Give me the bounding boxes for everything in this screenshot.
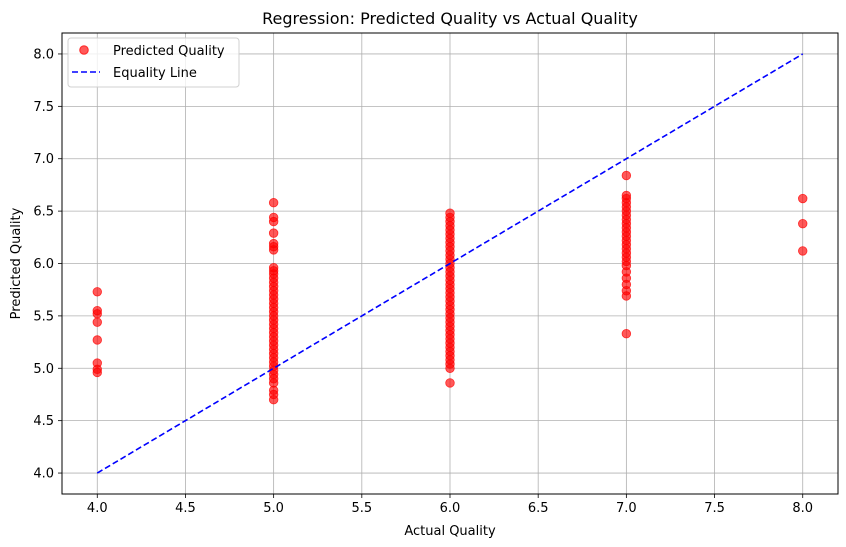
x-tick-label: 5.0 <box>263 501 284 516</box>
scatter-point <box>445 378 455 388</box>
y-tick-label: 4.0 <box>33 467 54 482</box>
scatter-point <box>268 395 279 405</box>
scatter-point <box>621 170 632 181</box>
scatter-point <box>92 335 102 345</box>
x-tick-label: 6.0 <box>440 501 461 516</box>
y-tick-label: 7.5 <box>33 100 54 115</box>
scatter-point <box>445 363 455 373</box>
scatter-point <box>268 216 279 227</box>
axis-ticks: 4.0 4.5 5.0 5.5 6.0 6.5 7.0 7.5 8.0 4.0 4.5 5.0 5.5 6… <box>33 47 813 516</box>
y-tick-label: 4.5 <box>33 414 54 429</box>
legend-label-predicted-quality: Predicted Quality <box>113 44 225 59</box>
scatter-point <box>621 291 632 301</box>
legend: Predicted Quality Equality Line <box>67 37 240 88</box>
scatter-point <box>92 309 102 319</box>
y-tick-label: 7.0 <box>33 152 54 167</box>
y-tick-label: 8.0 <box>33 47 54 62</box>
scatter-point <box>268 228 279 238</box>
x-tick-label: 7.0 <box>616 501 637 516</box>
scatter-point <box>798 193 808 204</box>
x-tick-label: 8.0 <box>792 501 813 516</box>
scatter-point <box>92 317 102 327</box>
scatter-point <box>268 245 279 255</box>
y-tick-label: 6.5 <box>33 205 54 220</box>
equality-line <box>96 53 804 474</box>
x-tick-label: 4.0 <box>87 501 108 516</box>
chart-title: Regression: Predicted Quality vs Actual … <box>262 9 638 28</box>
scatter-point <box>268 198 279 208</box>
x-axis-label: Actual Quality <box>404 524 496 539</box>
y-tick-label: 5.0 <box>33 362 54 377</box>
x-tick-label: 7.5 <box>704 501 725 516</box>
legend-box <box>67 37 240 88</box>
scatter-point <box>621 328 632 339</box>
legend-marker-predicted-quality <box>79 45 89 55</box>
scatter-point <box>798 246 808 256</box>
legend-label-equality-line: Equality Line <box>113 66 197 81</box>
scatter-point <box>92 287 102 297</box>
x-tick-label: 5.5 <box>351 501 372 516</box>
y-tick-label: 6.0 <box>33 257 54 272</box>
scatter-point <box>92 367 102 378</box>
y-axis-label: Predicted Quality <box>9 207 24 319</box>
data-marks <box>92 53 808 474</box>
x-tick-label: 6.5 <box>528 501 549 516</box>
scatter-point <box>798 218 808 229</box>
y-tick-label: 5.5 <box>33 309 54 324</box>
x-tick-label: 4.5 <box>175 501 196 516</box>
